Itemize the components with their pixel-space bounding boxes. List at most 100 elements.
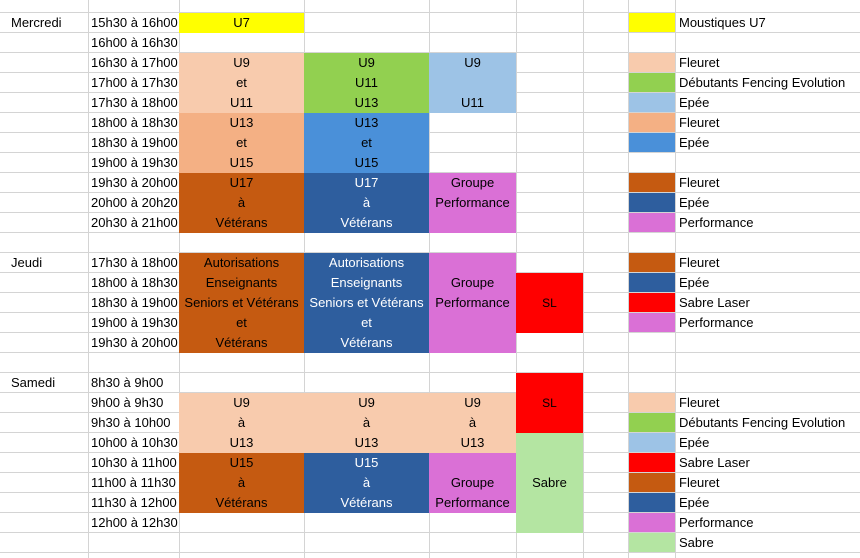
legend-label[interactable]: Performance	[679, 515, 754, 530]
legend-swatch[interactable]	[629, 73, 675, 92]
legend-label[interactable]	[676, 333, 860, 353]
legend-swatch[interactable]	[629, 473, 675, 492]
legend-swatch[interactable]	[629, 453, 675, 472]
time-slot-cell[interactable]: 20h00 à 20h20	[91, 195, 178, 210]
block-jeu-fleuret-autorisations[interactable]: Autorisations Enseignants Seniors et Vét…	[179, 253, 304, 353]
block-jeu-sabre-laser[interactable]: SL	[516, 273, 583, 333]
legend-swatch[interactable]	[629, 193, 675, 212]
block-mer-epee-u13-u15[interactable]: U13 et U15	[304, 113, 429, 173]
block-u7[interactable]: U7	[179, 13, 304, 33]
block-sam-u9-u13[interactable]	[179, 393, 516, 453]
legend-label[interactable]: Epée	[679, 95, 710, 110]
legend-label[interactable]: Epée	[679, 275, 710, 290]
legend-swatch[interactable]	[629, 513, 675, 532]
block-mer-fleuret-u17-veterans[interactable]: U17 à Vétérans	[179, 173, 304, 233]
time-slot-cell[interactable]: 8h30 à 9h00	[91, 375, 164, 390]
legend-label[interactable]: Moustiques U7	[679, 15, 766, 30]
time-slot-cell[interactable]: 16h00 à 16h30	[91, 35, 178, 50]
legend-swatch[interactable]	[629, 133, 675, 152]
legend-swatch[interactable]	[629, 253, 675, 272]
legend-swatch[interactable]	[629, 493, 675, 512]
legend-swatch[interactable]	[629, 153, 675, 172]
legend-label[interactable]: Epée	[679, 435, 710, 450]
legend-label[interactable]: Sabre Laser	[679, 295, 750, 310]
legend-label[interactable]	[676, 233, 860, 253]
block-mer-epee-u9-u11[interactable]: U9 U11	[429, 53, 516, 113]
time-slot-cell[interactable]: 16h30 à 17h00	[91, 55, 178, 70]
legend-label[interactable]	[676, 33, 860, 53]
block-sam-sabre-laser[interactable]: SL	[516, 373, 583, 433]
legend-swatch[interactable]	[629, 233, 675, 252]
legend-label[interactable]	[676, 353, 860, 373]
legend-label[interactable]: Fleuret	[679, 175, 720, 190]
legend-swatch[interactable]	[629, 33, 675, 52]
time-slot-cell[interactable]: 18h00 à 18h30	[91, 275, 178, 290]
legend-swatch[interactable]	[629, 533, 675, 552]
time-slot-cell[interactable]: 19h00 à 19h30	[91, 155, 178, 170]
legend-label[interactable]: Débutants Fencing Evolution	[679, 415, 846, 430]
time-slot-cell[interactable]: 18h00 à 18h30	[91, 115, 178, 130]
legend-swatch[interactable]	[629, 13, 675, 32]
legend-swatch[interactable]	[629, 313, 675, 332]
legend-swatch[interactable]	[629, 213, 675, 232]
block-mer-groupe-performance[interactable]: Groupe Performance	[429, 173, 516, 233]
block-mer-epee-u17-veterans[interactable]: U17 à Vétérans	[304, 173, 429, 233]
legend-label[interactable]: Epée	[679, 135, 710, 150]
time-slot-cell[interactable]: 17h00 à 17h30	[91, 75, 178, 90]
legend-label[interactable]: Epée	[679, 495, 710, 510]
time-slot-cell[interactable]: 20h30 à 21h00	[91, 215, 178, 230]
legend-swatch[interactable]	[629, 433, 675, 452]
time-slot-cell[interactable]	[88, 233, 179, 253]
time-slot-cell[interactable]: 10h30 à 11h00	[91, 455, 177, 470]
legend-label[interactable]: Fleuret	[679, 255, 720, 270]
legend-label[interactable]: Sabre Laser	[679, 455, 750, 470]
legend-label[interactable]: Débutants Fencing Evolution	[679, 75, 846, 90]
time-slot-cell[interactable]: 11h30 à 12h00	[91, 495, 177, 510]
legend-label[interactable]: Performance	[679, 215, 754, 230]
legend-swatch[interactable]	[629, 333, 675, 352]
legend-label[interactable]	[676, 153, 860, 173]
time-slot-cell[interactable]: 19h30 à 20h00	[91, 175, 178, 190]
legend-swatch[interactable]	[629, 413, 675, 432]
time-slot-cell[interactable]: 10h00 à 10h30	[91, 435, 178, 450]
legend-swatch[interactable]	[629, 53, 675, 72]
legend-swatch[interactable]	[629, 173, 675, 192]
legend-label[interactable]: Epée	[679, 195, 710, 210]
legend-swatch[interactable]	[629, 93, 675, 112]
time-slot-cell[interactable]: 18h30 à 19h00	[91, 295, 178, 310]
block-sam-groupe-performance[interactable]: Groupe Performance	[429, 453, 516, 513]
time-slot-cell[interactable]: 18h30 à 19h00	[91, 135, 178, 150]
time-slot-cell[interactable]: 17h30 à 18h00	[91, 95, 178, 110]
legend-label[interactable]	[676, 373, 860, 393]
time-slot-cell[interactable]: 19h00 à 19h30	[91, 315, 178, 330]
legend-label[interactable]: Fleuret	[679, 475, 720, 490]
legend-swatch[interactable]	[629, 293, 675, 312]
block-sam-epee-u15-veterans[interactable]: U15 à Vétérans	[304, 453, 429, 513]
time-slot-cell[interactable]: 19h30 à 20h00	[91, 335, 178, 350]
legend-label[interactable]: Fleuret	[679, 115, 720, 130]
time-slot-cell[interactable]	[88, 353, 179, 373]
block-mer-debutants[interactable]: U9 U11 U13	[304, 53, 429, 113]
time-slot-cell[interactable]: 15h30 à 16h00	[91, 15, 178, 30]
legend-swatch[interactable]	[629, 273, 675, 292]
legend-label[interactable]: Fleuret	[679, 55, 720, 70]
legend-label[interactable]: Performance	[679, 315, 754, 330]
block-sam-fleuret-u15-veterans[interactable]: U15 à Vétérans	[179, 453, 304, 513]
legend-label[interactable]: Sabre	[679, 535, 714, 550]
time-slot-cell[interactable]: 11h00 à 11h30	[91, 475, 176, 490]
time-slot-cell[interactable]: 9h00 à 9h30	[91, 395, 164, 410]
block-jeu-groupe-performance[interactable]: Groupe Performance	[429, 253, 516, 353]
time-slot-cell[interactable]: 12h00 à 12h30	[91, 515, 178, 530]
block-jeu-epee-autorisations[interactable]: Autorisations Enseignants Seniors et Vét…	[304, 253, 429, 353]
legend-swatch[interactable]	[629, 113, 675, 132]
time-slot-cell[interactable]: 9h30 à 10h00	[91, 415, 171, 430]
legend-swatch[interactable]	[629, 353, 675, 372]
legend-swatch[interactable]	[629, 373, 675, 392]
block-mer-fleuret-u9-u11[interactable]: U9 et U11	[179, 53, 304, 113]
block-mer-fleuret-u13-u15[interactable]: U13 et U15	[179, 113, 304, 173]
block-text: à	[237, 415, 246, 430]
legend-swatch[interactable]	[629, 393, 675, 412]
block-sam-sabre[interactable]: Sabre	[516, 433, 583, 533]
time-slot-cell[interactable]: 17h30 à 18h00	[91, 255, 178, 270]
legend-label[interactable]: Fleuret	[679, 395, 720, 410]
